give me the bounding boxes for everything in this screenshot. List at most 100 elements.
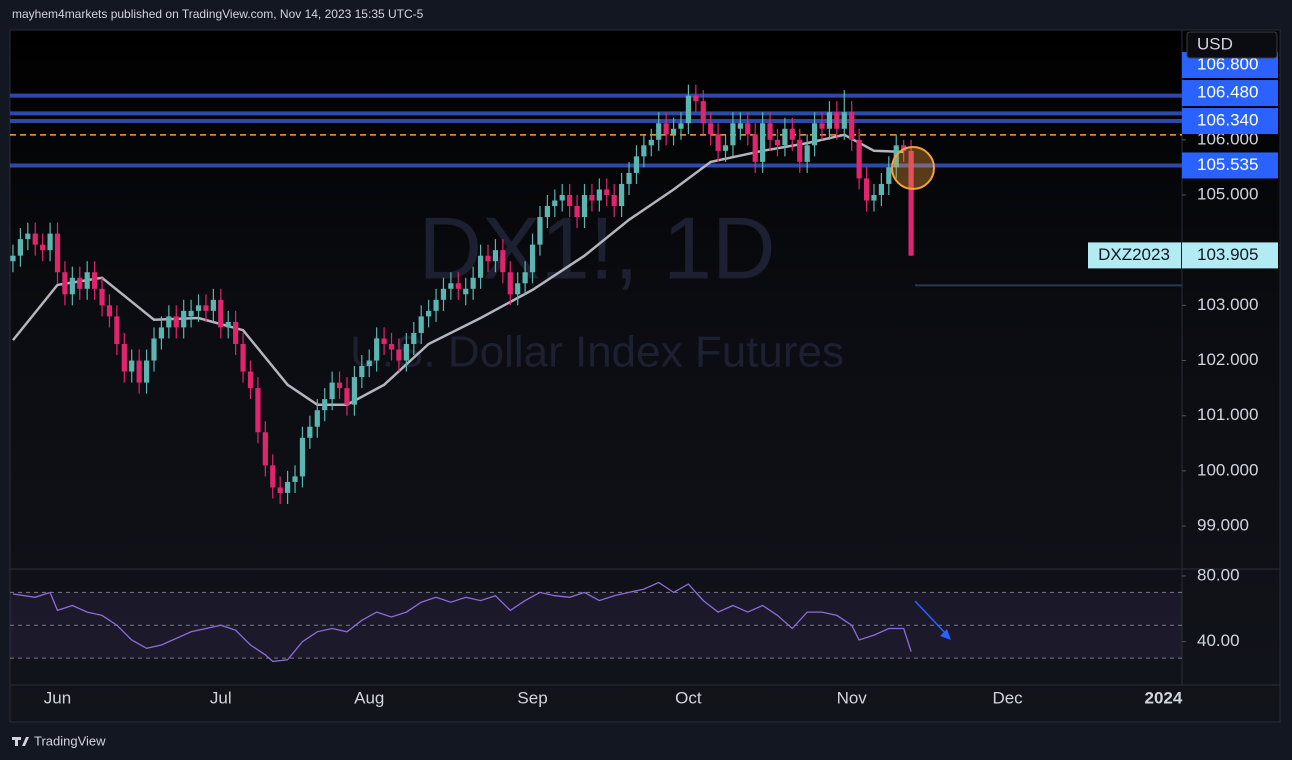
candle-body [374,338,380,361]
rsi-pane [10,581,1182,663]
last-price-box [1182,242,1278,269]
watermark-name: U.S. Dollar Index Futures [350,328,844,377]
level-label-box [1182,108,1278,135]
candle-body [841,112,847,129]
candle-body [470,277,476,289]
candle-body [774,139,781,146]
candle-body [670,128,677,135]
candle-body [797,139,803,162]
candle-body [433,299,439,311]
level-label: 106.340 [1197,111,1258,130]
candle-body [114,316,120,344]
candle-body [173,316,179,328]
candle-body [492,250,499,262]
candle-body [567,194,573,207]
candle-body [10,255,16,262]
candle-body [143,360,150,383]
arrow-head [940,629,951,640]
candle-body [188,310,194,317]
candle-body [17,239,23,256]
candle-body [92,272,98,289]
candle-body [537,217,543,245]
candle-body [804,145,810,162]
y-tick-label: 101.000 [1197,405,1258,424]
candle-body [396,349,402,361]
candle-body [403,343,409,361]
axes: 99.000 100.000 101.000 102.000 103.000 105.00… [44,52,1278,707]
x-tick-label: Dec [992,688,1023,707]
candle-body [834,112,840,129]
candle-body [849,112,855,140]
candle-body [552,200,558,207]
candle-body [40,244,46,251]
candle-body [715,134,721,151]
candle-body [656,123,662,140]
candle-body [730,123,736,146]
currency-button[interactable] [1186,31,1278,59]
candle-body [418,316,424,333]
candle-body [589,194,595,201]
candle-body [760,123,766,162]
candle-body [99,288,105,306]
candle-body [218,299,224,328]
candle-body [477,255,484,278]
candle-body [878,183,884,195]
candle-body [151,338,157,361]
rsi-tick-label: 80.00 [1197,565,1240,584]
candle-body [708,123,714,135]
candle-body [826,112,833,129]
candle-body [292,476,298,482]
x-tick-label: Oct [675,688,702,707]
candle-body [381,338,387,344]
candle-body [507,272,513,295]
candle-body [871,194,877,201]
y-tick-label: 105.000 [1197,184,1258,203]
candle-body [388,343,395,350]
candle-body [247,371,254,389]
candle-body [62,272,68,295]
candle-body [84,272,90,289]
candle-body [522,272,528,284]
candle-body [440,288,447,300]
candle-body [411,332,417,344]
candle-body [596,189,602,201]
candle-body [166,316,172,328]
candle-body [225,321,231,328]
candle-body [240,343,246,372]
candle-body [500,250,506,273]
candle-body [129,360,135,372]
y-tick-label: 103.000 [1197,295,1258,314]
candle-body [359,366,365,378]
candle-body [641,145,647,157]
contract-box [1088,242,1181,269]
level-label-box [1182,80,1278,107]
candle-body [789,128,795,140]
candle-body [515,283,521,295]
candle-body [307,426,313,438]
rsi-line [12,581,912,663]
candle-body [426,310,432,317]
candle-body [485,255,491,262]
x-tick-label: 2024 [1145,688,1183,707]
candle-body [767,123,773,140]
candle-body [648,139,654,146]
candle-body [314,410,320,427]
candle-body [811,123,818,146]
candle-body [181,310,187,328]
x-tick-label: Jul [210,688,232,707]
candle-body [255,388,261,433]
footer-brand: TradingView [34,733,106,748]
x-tick-label: Sep [517,688,547,707]
candle-body [819,123,825,129]
candle-body [299,437,306,477]
level-label: 106.800 [1197,55,1258,74]
candle-body [745,123,751,135]
highlight-circle [891,146,935,190]
candle-body [611,194,617,207]
candle-body [336,382,343,389]
tv-logo [12,737,29,746]
candle-body [700,101,706,124]
candle-body [604,189,610,195]
contract-label: DXZ2023 [1098,245,1170,264]
candle-body [25,233,31,240]
